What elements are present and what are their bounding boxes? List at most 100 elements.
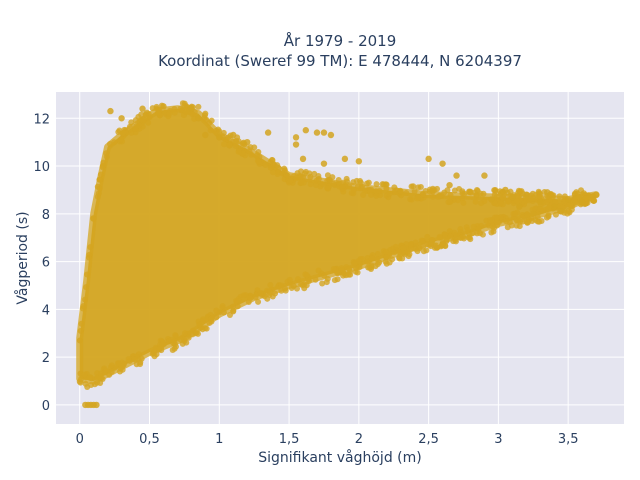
scatter-point [120, 129, 127, 136]
scatter-point [355, 257, 362, 264]
scatter-point [297, 174, 304, 181]
scatter-point [340, 188, 347, 195]
scatter-point [414, 195, 421, 202]
scatter-point [400, 245, 407, 252]
scatter-point [193, 329, 200, 336]
scatter-point [459, 195, 466, 202]
scatter-point [77, 327, 84, 334]
scatter-point [246, 148, 253, 155]
scatter-point [225, 134, 232, 141]
scatter-point [315, 267, 322, 274]
scatter-point [383, 253, 390, 260]
scatter-point [286, 276, 293, 283]
scatter-point [456, 185, 463, 192]
x-tick-label: 3 [494, 432, 502, 447]
scatter-point [270, 161, 277, 168]
scatter-point [108, 368, 115, 375]
scatter-point [505, 198, 512, 205]
scatter-point [350, 179, 357, 186]
scatter-point [535, 188, 542, 195]
y-tick-label: 4 [42, 303, 50, 318]
scatter-point [592, 191, 600, 198]
scatter-point [460, 199, 467, 206]
scatter-point [251, 144, 258, 151]
scatter-point [97, 380, 104, 387]
y-tick-label: 0 [42, 399, 50, 414]
scatter-point [118, 136, 125, 143]
scatter-point [351, 260, 358, 267]
scatter-point [339, 266, 346, 273]
scatter-point [403, 190, 410, 197]
scatter-point [292, 134, 300, 141]
scatter-point [81, 371, 88, 378]
scatter-point [118, 363, 125, 370]
scatter-point [331, 277, 338, 284]
scatter-point [439, 241, 446, 248]
scatter-point [491, 191, 498, 198]
scatter-point [200, 317, 207, 324]
scatter-point [467, 188, 474, 195]
scatter-point [453, 172, 460, 179]
scatter-point [306, 170, 313, 177]
scatter-point [220, 309, 227, 316]
scatter-point [451, 229, 458, 236]
scatter-point [230, 131, 237, 139]
scatter-point [373, 255, 380, 262]
scatter-point [195, 115, 202, 122]
y-tick-label: 2 [42, 351, 50, 366]
scatter-point [274, 171, 281, 178]
scatter-point [395, 249, 402, 256]
scatter-point [221, 141, 228, 148]
x-tick-label: 1 [215, 432, 223, 447]
scatter-point [235, 148, 242, 155]
scatter-point [202, 325, 209, 332]
scatter-point [341, 155, 349, 163]
scatter-point [257, 289, 264, 296]
scatter-point [294, 276, 301, 283]
scatter-point [412, 239, 419, 246]
scatter-point [391, 184, 398, 191]
scatter-point [539, 207, 546, 214]
scatter-point [407, 241, 414, 248]
scatter-point [313, 129, 321, 136]
scatter-point [355, 158, 363, 165]
y-axis-ticks: 0 2 4 6 8 10 12 [33, 112, 50, 414]
scatter-point [255, 148, 262, 155]
scatter-point [324, 185, 331, 192]
scatter-point [486, 217, 493, 224]
scatter-point [103, 150, 110, 157]
scatter-point [417, 184, 424, 191]
chart-title-line-1: År 1979 - 2019 [284, 31, 397, 50]
scatter-point [552, 211, 559, 218]
scatter-point [488, 196, 495, 203]
scatter-point [185, 334, 192, 341]
scatter-point [330, 266, 337, 273]
x-axis-ticks: 0 0,5 1 1,5 2 2,5 3 3,5 [76, 432, 579, 447]
scatter-point [478, 200, 485, 207]
scatter-point [544, 189, 551, 196]
scatter-point [408, 196, 415, 203]
chart-title-line-2: Koordinat (Sweref 99 TM): E 478444, N 62… [158, 52, 522, 70]
scatter-point [100, 159, 107, 166]
scatter-point [512, 210, 519, 217]
scatter-point [411, 188, 418, 195]
scatter-point [203, 116, 210, 123]
scatter-point [234, 303, 241, 310]
scatter-point [138, 111, 145, 118]
scatter-point [373, 181, 380, 188]
scatter-point [405, 248, 412, 255]
scatter-point [523, 211, 530, 218]
scatter-point [188, 105, 195, 112]
scatter-point [474, 230, 481, 237]
scatter-point [354, 269, 361, 276]
scatter-point [290, 283, 297, 290]
y-tick-label: 12 [33, 112, 50, 127]
scatter-point [425, 155, 432, 163]
scatter-point [353, 264, 360, 271]
scatter-point [247, 295, 254, 302]
scatter-point [303, 282, 310, 289]
y-tick-label: 6 [42, 256, 50, 271]
scatter-point [216, 128, 223, 135]
scatter-point [230, 308, 237, 315]
x-tick-label: 0 [76, 432, 84, 447]
